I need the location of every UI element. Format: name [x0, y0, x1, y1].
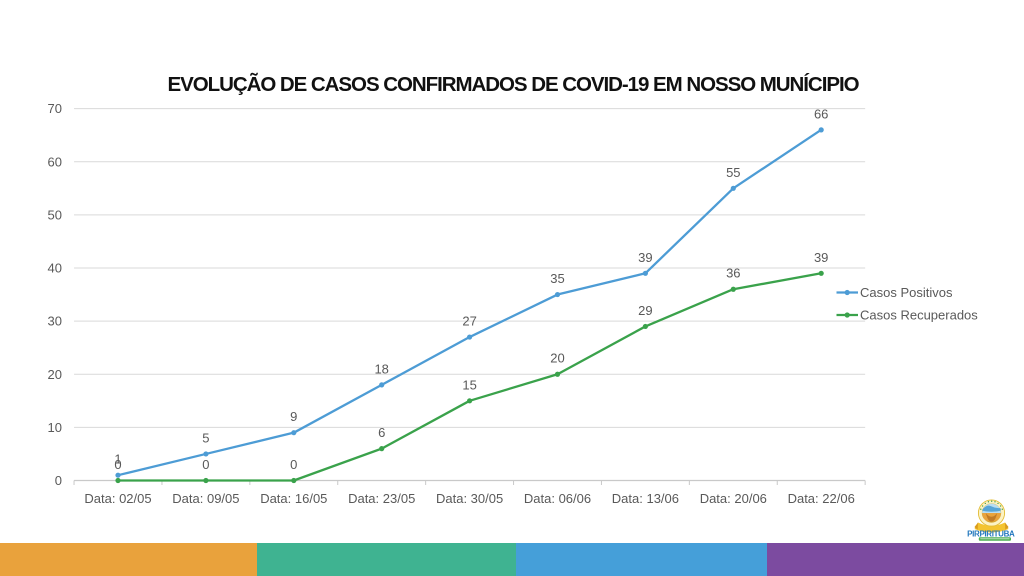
svg-text:0: 0 [202, 457, 209, 472]
svg-text:Casos Positivos: Casos Positivos [860, 285, 953, 300]
svg-text:Data: 23/05: Data: 23/05 [348, 491, 415, 506]
svg-text:27: 27 [462, 314, 476, 329]
svg-text:0: 0 [114, 457, 121, 472]
svg-text:10: 10 [48, 420, 62, 435]
svg-text:39: 39 [814, 250, 828, 265]
svg-text:39: 39 [638, 250, 652, 265]
svg-text:20: 20 [48, 367, 62, 382]
svg-text:Data: 06/06: Data: 06/06 [524, 491, 591, 506]
svg-text:30: 30 [48, 314, 62, 329]
svg-text:0: 0 [290, 457, 297, 472]
svg-text:Data: 30/05: Data: 30/05 [436, 491, 503, 506]
svg-text:18: 18 [374, 361, 388, 376]
svg-text:60: 60 [48, 154, 62, 169]
svg-text:Data: 02/05: Data: 02/05 [84, 491, 151, 506]
svg-text:1: 1 [114, 452, 121, 467]
svg-text:0: 0 [55, 473, 62, 488]
svg-text:Data: 22/06: Data: 22/06 [788, 491, 855, 506]
svg-text:Data: 13/06: Data: 13/06 [612, 491, 679, 506]
svg-text:35: 35 [550, 271, 564, 286]
svg-text:55: 55 [726, 165, 740, 180]
svg-text:15: 15 [462, 377, 476, 392]
svg-text:29: 29 [638, 303, 652, 318]
svg-text:Data: 20/06: Data: 20/06 [700, 491, 767, 506]
svg-text:PIRPIRITUBA: PIRPIRITUBA [967, 529, 1015, 538]
svg-text:70: 70 [48, 101, 62, 116]
svg-text:Casos Recuperados: Casos Recuperados [860, 308, 978, 323]
svg-text:Data: 09/05: Data: 09/05 [172, 491, 239, 506]
svg-text:9: 9 [290, 409, 297, 424]
svg-text:40: 40 [48, 261, 62, 276]
svg-text:Data: 16/05: Data: 16/05 [260, 491, 327, 506]
svg-text:50: 50 [48, 207, 62, 222]
svg-text:EVOLUÇÃO DE CASOS CONFIRMADOS: EVOLUÇÃO DE CASOS CONFIRMADOS DE COVID-1… [167, 73, 859, 96]
svg-text:20: 20 [550, 351, 564, 366]
svg-text:36: 36 [726, 266, 740, 281]
svg-text:6: 6 [378, 425, 385, 440]
svg-text:5: 5 [202, 430, 209, 445]
svg-text:66: 66 [814, 106, 828, 121]
